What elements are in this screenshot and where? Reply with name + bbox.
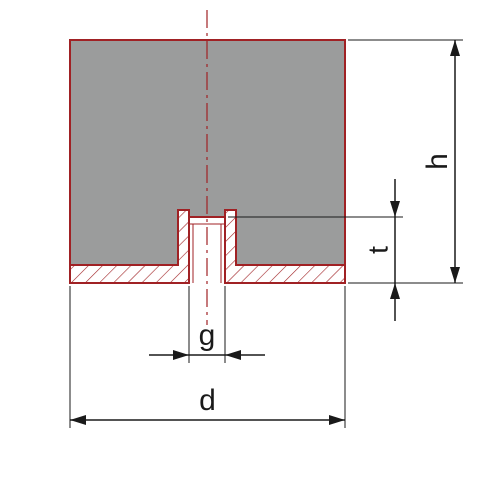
dim-label: d xyxy=(199,384,216,417)
arrowhead xyxy=(329,415,345,425)
dim-label: h xyxy=(421,153,454,170)
arrowhead xyxy=(450,40,460,56)
dim-label: t xyxy=(362,246,393,254)
arrowhead xyxy=(390,201,400,217)
arrowhead xyxy=(225,350,241,360)
arrowhead xyxy=(450,267,460,283)
arrowhead xyxy=(390,283,400,299)
technical-drawing: dg h t xyxy=(0,0,500,500)
arrowhead xyxy=(173,350,189,360)
dim-label: g xyxy=(199,319,216,352)
arrowhead xyxy=(70,415,86,425)
